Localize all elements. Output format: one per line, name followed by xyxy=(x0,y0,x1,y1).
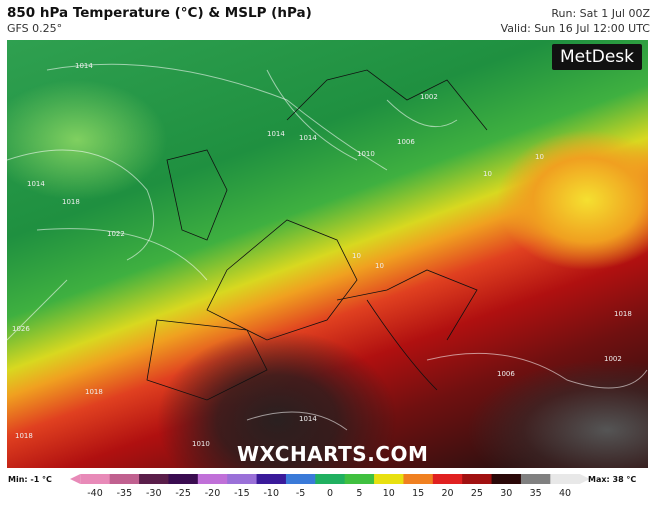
isobar-label: 1014 xyxy=(267,130,285,138)
isobar-label: 1010 xyxy=(192,440,210,448)
colorbar-tick-label: -25 xyxy=(175,488,191,499)
colorbar-swatch xyxy=(109,474,140,484)
colorbar-swatch xyxy=(344,474,375,484)
isobar-label: 1022 xyxy=(107,230,125,238)
colorbar-swatch xyxy=(432,474,463,484)
model-label: GFS 0.25° xyxy=(7,22,63,35)
isobar-label: 1026 xyxy=(12,325,30,333)
colorbar xyxy=(70,474,590,484)
isobar-label: 1014 xyxy=(299,415,317,423)
colorbar-swatch xyxy=(403,474,434,484)
isobar-label: 1014 xyxy=(299,134,317,142)
colorbar-tick-label: 10 xyxy=(382,488,395,499)
colorbar-swatch xyxy=(491,474,522,484)
colorbar-tick-label: -5 xyxy=(295,488,306,499)
isobar-label: 10 xyxy=(483,170,492,178)
colorbar-tick-label: -20 xyxy=(204,488,221,499)
colorbar-tick-label: 20 xyxy=(441,488,454,499)
colorbar-swatch xyxy=(285,474,316,484)
colorbar-tick-label: 35 xyxy=(529,488,542,499)
isobar-label: 1018 xyxy=(15,432,33,440)
colorbar-tick-label: -15 xyxy=(234,488,250,499)
isobar-label: 1002 xyxy=(604,355,622,363)
colorbar-swatch xyxy=(168,474,199,484)
colorbar-swatch xyxy=(374,474,404,484)
colorbar-swatch xyxy=(80,474,111,484)
colorbar-tick-label: -35 xyxy=(116,488,133,499)
colorbar-tick-label: -10 xyxy=(263,488,280,499)
colorbar-min-label: Min: -1 °C xyxy=(8,475,52,484)
colorbar-extend-arrow xyxy=(579,474,590,484)
chart-title: 850 hPa Temperature (°C) & MSLP (hPa) xyxy=(7,5,312,21)
isobar-label: 10 xyxy=(352,252,361,260)
colorbar-extend-arrow xyxy=(70,474,81,484)
colorbar-swatch xyxy=(315,474,346,484)
isobar-label: 1010 xyxy=(357,150,375,158)
colorbar-tick-label: 0 xyxy=(326,488,334,499)
colorbar-swatch xyxy=(227,474,258,484)
isobar-label: 1014 xyxy=(75,62,93,70)
colorbar-tick-label: 5 xyxy=(356,488,363,499)
isobar-label: 10 xyxy=(375,262,384,270)
isobar-label: 1006 xyxy=(497,370,515,378)
isobar-label: 1006 xyxy=(397,138,415,146)
colorbar-tick-label: -30 xyxy=(145,488,162,499)
isobar-label: 1018 xyxy=(62,198,80,206)
run-time: Run: Sat 1 Jul 00Z xyxy=(551,7,650,20)
colorbar-tick-label: -40 xyxy=(87,488,103,499)
weather-map: 1014 1018 1022 1026 1014 1014 1010 1006 … xyxy=(7,40,648,468)
isobar-label: 1014 xyxy=(27,180,45,188)
colorbar-tick-label: 30 xyxy=(500,488,513,499)
colorbar-swatch xyxy=(462,474,493,484)
colorbar-swatch xyxy=(520,474,551,484)
colorbar-swatch xyxy=(139,474,169,484)
isobar-lines xyxy=(7,63,648,431)
colorbar-swatch xyxy=(197,474,228,484)
colorbar-tick-label: 40 xyxy=(558,488,572,499)
colorbar-max-label: Max: 38 °C xyxy=(588,475,637,484)
isobar-label: 10 xyxy=(535,153,544,161)
wxcharts-watermark: WXCHARTS.COM xyxy=(237,442,429,466)
valid-time: Valid: Sun 16 Jul 12:00 UTC xyxy=(500,22,650,35)
isobar-label: 1018 xyxy=(614,310,632,318)
colorbar-tick-label: 15 xyxy=(412,488,425,499)
colorbar-swatch xyxy=(256,474,287,484)
colorbar-swatch xyxy=(550,474,581,484)
isobar-label: 1018 xyxy=(85,388,103,396)
isobar-label: 1002 xyxy=(420,93,438,101)
colorbar-tick-label: 25 xyxy=(470,488,483,499)
metdesk-logo: MetDesk xyxy=(551,44,642,70)
